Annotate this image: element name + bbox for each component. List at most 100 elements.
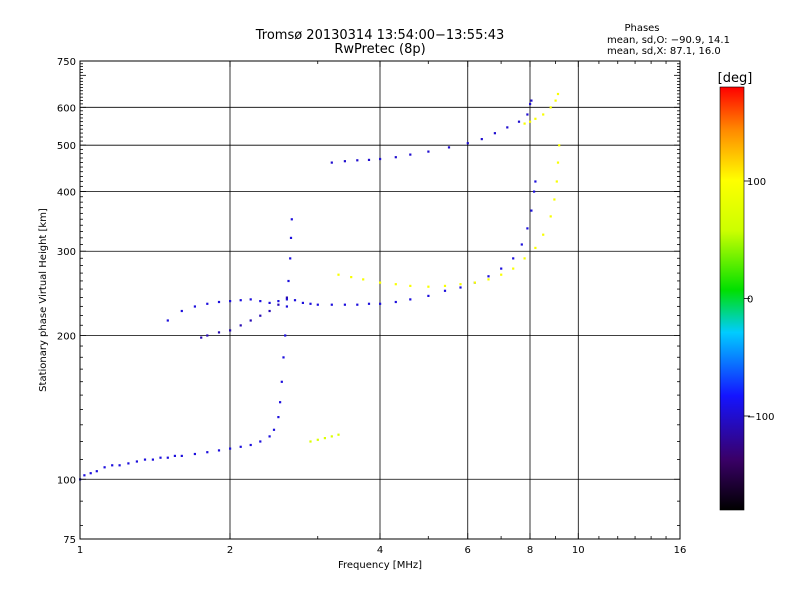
data-point-s5 xyxy=(549,106,552,109)
data-point-s0 xyxy=(282,356,285,359)
data-point-s3 xyxy=(427,150,430,153)
data-point-s0 xyxy=(217,449,221,452)
data-point-s1 xyxy=(285,298,288,301)
data-point-s0 xyxy=(118,464,121,467)
x-tick-label: 8 xyxy=(527,545,533,556)
data-point-s4 xyxy=(337,273,340,276)
colorbar-label: [deg] xyxy=(718,71,753,86)
data-point-s4 xyxy=(379,281,382,284)
data-point-s4 xyxy=(523,257,526,260)
data-point-s0 xyxy=(151,458,154,461)
data-point-s1 xyxy=(343,303,346,306)
data-point-s4 xyxy=(553,198,556,201)
x-tick-label: 1 xyxy=(77,545,83,556)
colorbar-tick-label: −100 xyxy=(747,412,774,423)
stats-x-mode: mean, sd,X: 87.1, 16.0 xyxy=(607,46,721,57)
data-point-s1 xyxy=(193,305,196,308)
data-point-s4 xyxy=(427,285,430,288)
data-point-s3 xyxy=(447,146,451,149)
data-point-s3 xyxy=(506,126,509,129)
data-point-s0 xyxy=(159,456,162,459)
data-point-s0 xyxy=(89,472,92,475)
data-point-s1 xyxy=(239,299,242,302)
data-point-s4 xyxy=(487,278,490,281)
data-point-s3 xyxy=(367,158,371,161)
data-point-s1 xyxy=(316,303,319,306)
y-tick-label: 75 xyxy=(63,535,76,546)
y-tick-label: 500 xyxy=(57,141,76,152)
y-tick-label: 100 xyxy=(57,475,76,486)
data-point-s3 xyxy=(480,138,483,141)
data-point-s0 xyxy=(249,443,252,447)
data-point-s6 xyxy=(337,433,340,436)
data-point-s1 xyxy=(330,303,333,306)
data-point-s2 xyxy=(239,324,242,327)
data-point-s4 xyxy=(394,283,397,286)
x-tick-label: 4 xyxy=(377,545,383,556)
x-axis-label: Frequency [MHz] xyxy=(338,560,422,571)
data-point-s1 xyxy=(166,319,169,322)
data-point-s1 xyxy=(229,300,232,303)
x-axis-ticks: 1 2 4 6 8 10 16 xyxy=(77,61,687,556)
data-point-s5 xyxy=(542,113,545,116)
chart-title: Tromsø 20130314 13:54:00−13:55:43 xyxy=(255,28,505,43)
data-point-s0 xyxy=(268,435,271,438)
x-tick-label: 16 xyxy=(674,545,687,556)
data-point-s2 xyxy=(259,314,262,317)
data-point-s1 xyxy=(520,243,523,246)
data-point-s1 xyxy=(443,289,447,292)
data-point-s0 xyxy=(289,257,292,260)
data-point-s0 xyxy=(259,440,262,443)
data-point-s5 xyxy=(523,122,526,125)
data-point-s3 xyxy=(356,159,359,162)
x-tick-label: 2 xyxy=(227,545,233,556)
data-point-s2 xyxy=(206,334,209,337)
data-point-s5 xyxy=(556,92,560,96)
data-point-s1 xyxy=(487,275,490,278)
colorbar-ticks: 100 0 −100 xyxy=(744,177,774,423)
data-point-s3 xyxy=(530,99,533,102)
data-point-s4 xyxy=(555,180,558,183)
data-point-s4 xyxy=(542,233,545,236)
data-point-s2 xyxy=(200,336,203,339)
data-point-s3 xyxy=(529,102,532,106)
data-point-s2 xyxy=(285,296,288,299)
data-point-s0 xyxy=(83,474,86,477)
data-point-s3 xyxy=(517,120,521,123)
data-point-s0 xyxy=(289,236,293,239)
data-point-s3 xyxy=(343,160,346,163)
data-points xyxy=(79,92,561,481)
data-point-s1 xyxy=(379,302,382,305)
stats-heading: Phases xyxy=(624,23,659,34)
data-point-s0 xyxy=(173,454,176,457)
data-point-s1 xyxy=(500,267,503,270)
data-point-s6 xyxy=(323,437,326,440)
data-point-s1 xyxy=(293,299,297,302)
data-point-s4 xyxy=(459,283,462,286)
data-point-s1 xyxy=(367,302,371,305)
data-point-s6 xyxy=(309,440,312,443)
data-point-s4 xyxy=(512,267,515,270)
data-point-s3 xyxy=(466,142,469,145)
data-point-s0 xyxy=(166,456,169,459)
data-point-s5 xyxy=(529,120,532,123)
data-point-s1 xyxy=(217,300,221,304)
data-point-s2 xyxy=(229,329,232,332)
data-point-s1 xyxy=(356,303,359,306)
data-point-s0 xyxy=(180,454,183,457)
data-point-s1 xyxy=(512,257,515,260)
data-point-s1 xyxy=(259,300,262,303)
data-point-s1 xyxy=(180,309,183,313)
data-point-s1 xyxy=(409,298,412,301)
data-point-s0 xyxy=(143,458,147,461)
data-point-s4 xyxy=(443,284,447,287)
data-point-s0 xyxy=(127,462,130,465)
data-point-s4 xyxy=(556,161,560,164)
data-point-s0 xyxy=(193,452,196,456)
data-point-s3 xyxy=(394,156,397,159)
y-tick-label: 750 xyxy=(57,57,76,68)
data-point-s0 xyxy=(272,428,276,431)
data-point-s1 xyxy=(530,209,533,212)
data-point-s1 xyxy=(459,286,462,289)
